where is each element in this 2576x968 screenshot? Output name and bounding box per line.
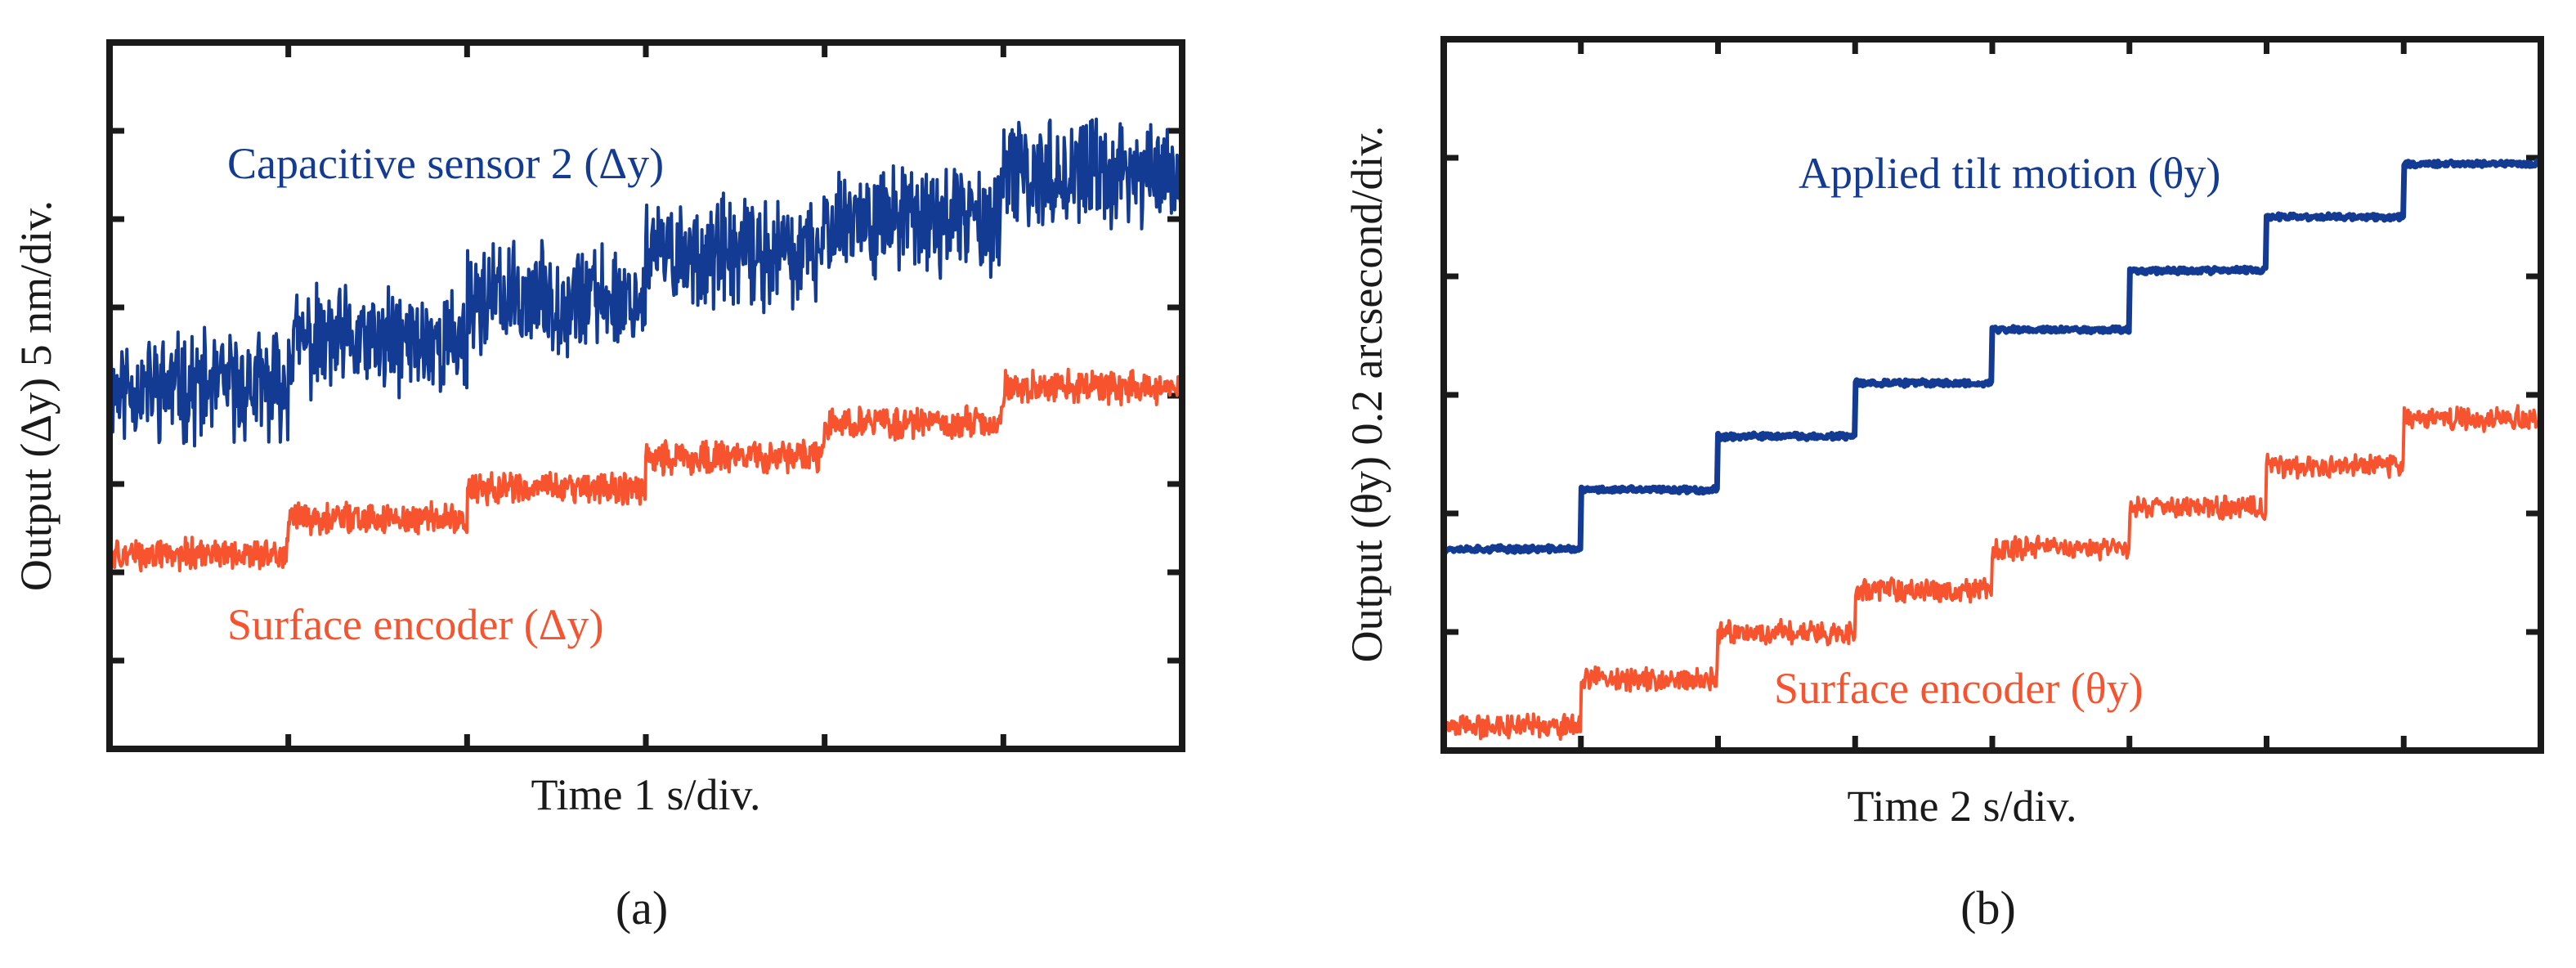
panel-a-ylabel: Output (Δy) 5 nm/div.: [11, 200, 60, 591]
panel-a-annotation-capacitive: Capacitive sensor 2 (Δy): [227, 139, 664, 188]
panel-b-frame: [1440, 36, 2544, 754]
panel-b-ticks: [1444, 39, 2541, 751]
panel-b: Applied tilt motion (θy) Surface encoder…: [1342, 36, 2544, 934]
series-line-blue: [108, 117, 1184, 448]
series-line-red: [1443, 404, 2542, 742]
series-line-red: [108, 367, 1184, 573]
panel-a-annotation-encoder: Surface encoder (Δy): [227, 600, 603, 649]
panel-a-series: [108, 117, 1184, 573]
panel-a-xlabel: Time 1 s/div.: [531, 770, 760, 819]
panel-b-ylabel: Output (θy) 0.2 arcsecond/div.: [1342, 126, 1391, 663]
panel-b-annotation-tilt: Applied tilt motion (θy): [1799, 149, 2220, 198]
panel-b-caption: (b): [1960, 881, 2016, 934]
panel-a-caption: (a): [616, 881, 668, 934]
panel-b-annotation-encoder: Surface encoder (θy): [1774, 664, 2144, 713]
panel-a: Capacitive sensor 2 (Δy) Surface encoder…: [11, 39, 1185, 934]
panel-b-xlabel: Time 2 s/div.: [1847, 782, 2076, 831]
panel-a-frame: [106, 39, 1185, 752]
panel-b-series: [1440, 158, 2544, 742]
series-line-blue: [1440, 158, 2544, 555]
